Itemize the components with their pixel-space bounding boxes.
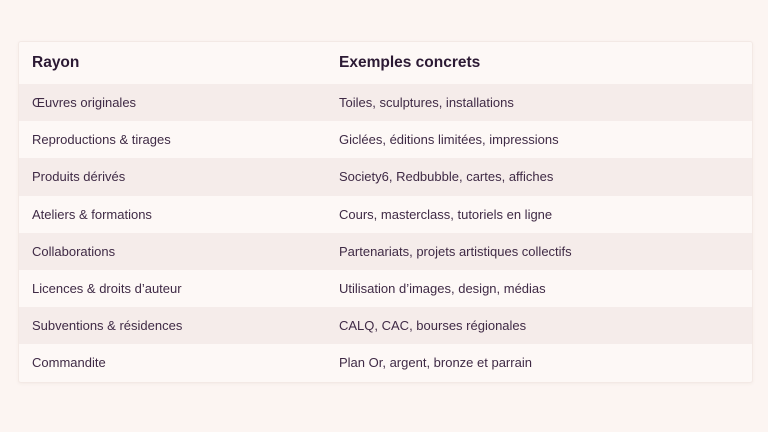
cell-rayon: Reproductions & tirages <box>32 132 171 148</box>
cell-exemples: Society6, Redbubble, cartes, affiches <box>339 169 554 185</box>
table-row: Subventions & résidences CALQ, CAC, bours… <box>19 307 752 345</box>
table-row: Œuvres originales Toiles, sculptures, ins… <box>19 84 752 122</box>
table-row: Commandite Plan Or, argent, bronze et par… <box>19 344 752 381</box>
header-rayon: Rayon <box>32 54 80 71</box>
cell-rayon: Ateliers & formations <box>32 206 152 222</box>
cell-rayon: Commandite <box>32 355 106 371</box>
table-row: Reproductions & tirages Giclées, éditions… <box>19 121 752 158</box>
table-row: Produits dérivés Society6, Redbubble, car… <box>19 158 752 196</box>
table-row: Licences & droits d’auteur Utilisation d’… <box>19 270 752 307</box>
cell-rayon: Subventions & résidences <box>32 318 183 334</box>
table-row: Collaborations Partenariats, projets arti… <box>19 232 752 270</box>
cell-exemples: Utilisation d’images, design, médias <box>339 281 546 297</box>
cell-rayon: Produits dérivés <box>32 169 126 185</box>
revenue-table: Rayon Exemples concrets Œuvres originale… <box>18 41 753 383</box>
cell-exemples: Toiles, sculptures, installations <box>339 95 514 111</box>
cell-rayon: Œuvres originales <box>32 95 137 111</box>
cell-rayon: Collaborations <box>32 243 116 259</box>
cell-rayon: Licences & droits d’auteur <box>32 281 182 297</box>
table-header-row: Rayon Exemples concrets <box>19 42 752 84</box>
cell-exemples: Giclées, éditions limitées, impressions <box>339 132 559 148</box>
cell-exemples: CALQ, CAC, bourses régionales <box>339 318 527 334</box>
cell-exemples: Plan Or, argent, bronze et parrain <box>339 355 532 371</box>
cell-exemples: Partenariats, projets artistiques collec… <box>339 243 572 259</box>
cell-exemples: Cours, masterclass, tutoriels en ligne <box>339 206 553 222</box>
header-exemples: Exemples concrets <box>339 54 481 71</box>
table-row: Ateliers & formations Cours, masterclass,… <box>19 196 752 233</box>
